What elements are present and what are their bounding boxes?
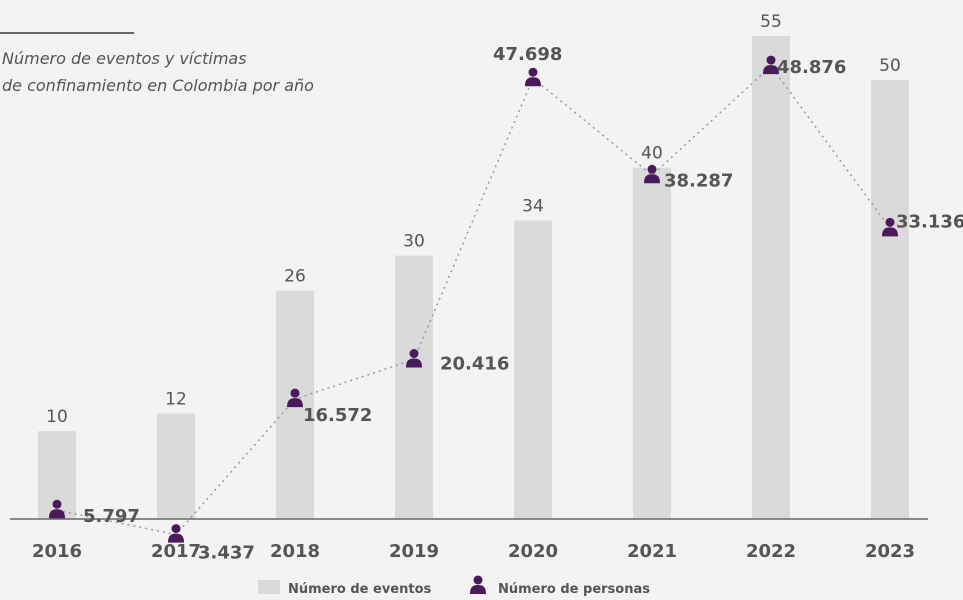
person-label-2018: 16.572 [303,405,372,426]
persons-connector-line [56,64,891,536]
person-marker-2022 [763,55,779,75]
person-label-2019: 20.416 [440,354,509,375]
bar-label-2022: 55 [760,12,782,32]
person-marker-2016 [49,499,65,519]
person-labels-layer: 5.797 3.437 16.572 20.416 47.698 38.287 48.876… [83,44,963,563]
x-axis-tick-labels: 2016 2017 2018 2019 2020 2021 2022 2023 [32,541,915,562]
year-label-2022: 2022 [746,541,796,562]
bar-2022 [752,36,790,519]
chart-title: Número de eventos y víctimas [2,49,247,68]
person-label-2020: 47.698 [493,44,562,65]
person-marker-2017 [168,524,184,543]
bar-label-2021: 40 [641,144,663,164]
person-marker-2021 [644,164,660,184]
person-label-2021: 38.287 [664,170,733,191]
bar-2023 [871,79,909,519]
person-label-2016: 5.797 [83,506,140,527]
bar-2019 [395,255,433,519]
persons-markers-layer [49,55,898,543]
bar-label-2016: 10 [46,407,68,427]
person-marker-2018 [287,388,303,408]
person-marker-2023 [882,217,898,237]
legend-swatch-eventos [258,580,280,594]
legend-label-personas: Número de personas [498,582,650,597]
bar-2017 [157,413,195,519]
bar-label-2018: 26 [284,267,306,287]
bar-2020 [514,220,552,519]
person-label-2023: 33.136 [896,211,963,232]
bar-labels-layer: 10 12 26 30 34 40 55 50 [46,12,901,427]
legend-person-icon [470,575,486,594]
bar-label-2017: 12 [165,390,187,410]
person-label-2022: 48.876 [777,57,846,78]
year-label-2020: 2020 [508,541,558,562]
person-label-2017: 3.437 [198,543,255,564]
legend-label-eventos: Número de eventos [288,582,432,597]
bar-label-2023: 50 [879,56,901,76]
bar-2021 [633,167,671,519]
year-label-2021: 2021 [627,541,677,562]
bar-label-2019: 30 [403,232,425,252]
person-marker-2019 [406,349,422,368]
year-label-2018: 2018 [270,541,320,562]
chart-subtitle: de confinamiento en Colombia por año [2,76,314,95]
year-label-2017: 2017 [151,541,201,562]
year-label-2016: 2016 [32,541,82,562]
person-marker-2020 [525,67,541,87]
year-label-2023: 2023 [865,541,915,562]
bar-label-2020: 34 [522,196,544,216]
year-label-2019: 2019 [389,541,439,562]
legend: Número de eventos Número de personas [258,575,650,597]
bars-layer [38,36,909,519]
